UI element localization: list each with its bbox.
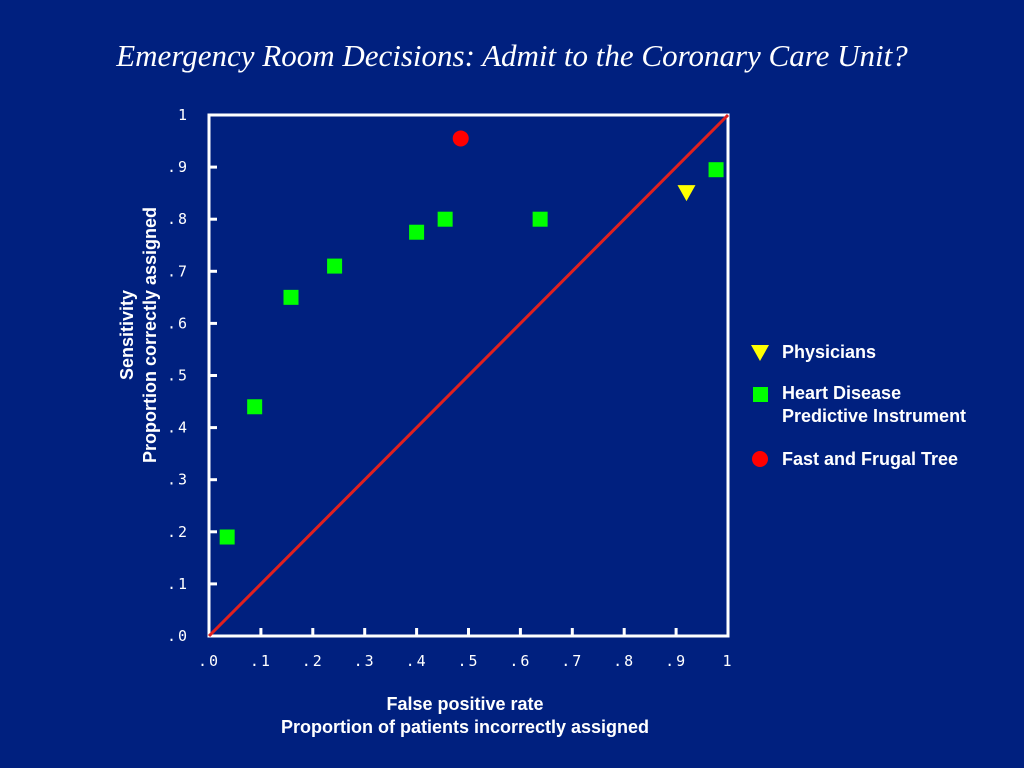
- x-tick-label: .4: [406, 652, 428, 670]
- triangle-down-icon: [751, 345, 769, 361]
- legend-label-line2: Predictive Instrument: [782, 406, 967, 426]
- y-tick-label: .7: [167, 262, 189, 280]
- data-point-square: [283, 289, 299, 305]
- y-axis-label-line2: Proportion correctly assigned: [140, 206, 160, 464]
- y-axis-label: Sensitivity Proportion correctly assigne…: [116, 70, 162, 600]
- x-axis-label-line2: Proportion of patients incorrectly assig…: [280, 717, 650, 737]
- legend-label: Fast and Frugal Tree: [782, 449, 959, 469]
- data-point-square: [219, 529, 235, 545]
- y-tick-label: .6: [167, 314, 189, 332]
- data-point-square: [532, 211, 548, 227]
- x-axis-label-line1: False positive rate: [386, 694, 544, 714]
- x-tick-label: .2: [302, 652, 324, 670]
- y-tick-label: .2: [167, 523, 189, 541]
- y-tick-label: .3: [167, 471, 189, 489]
- x-tick-label: .7: [561, 652, 583, 670]
- data-point-square: [247, 399, 263, 415]
- y-tick-label: .4: [167, 419, 189, 437]
- data-point-circle: [452, 130, 469, 147]
- data-point-square: [437, 211, 453, 227]
- x-tick-label: .5: [457, 652, 479, 670]
- y-axis-label-line1: Sensitivity: [117, 289, 137, 381]
- data-point-square: [708, 162, 724, 178]
- x-tick-label: .9: [665, 652, 687, 670]
- chart-title: Emergency Room Decisions: Admit to the C…: [116, 38, 908, 73]
- diagonal-line: [207, 113, 730, 638]
- square-icon: [753, 387, 768, 402]
- data-point-square: [409, 224, 425, 240]
- x-tick-label: 1: [722, 652, 733, 670]
- x-tick-label: .3: [354, 652, 376, 670]
- y-tick-label: .1: [167, 575, 189, 593]
- x-axis-label: False positive rate Proportion of patien…: [200, 693, 730, 739]
- data-point-square: [327, 258, 343, 274]
- y-tick-label: .9: [167, 158, 189, 176]
- y-tick-label: .0: [167, 627, 189, 645]
- data-point-triangle: [677, 185, 696, 202]
- x-tick-label: .0: [198, 652, 220, 670]
- x-tick-label: .1: [250, 652, 272, 670]
- legend-label-line1: Heart Disease: [782, 383, 902, 403]
- legend-label: Heart Disease Predictive Instrument: [782, 382, 966, 428]
- y-tick-label: 1: [178, 106, 189, 124]
- legend-label: Physicians: [782, 342, 877, 362]
- x-tick-label: .8: [613, 652, 635, 670]
- y-tick-label: .8: [167, 210, 189, 228]
- x-tick-label: .6: [509, 652, 531, 670]
- y-tick-label: .5: [167, 367, 189, 385]
- circle-icon: [752, 451, 768, 467]
